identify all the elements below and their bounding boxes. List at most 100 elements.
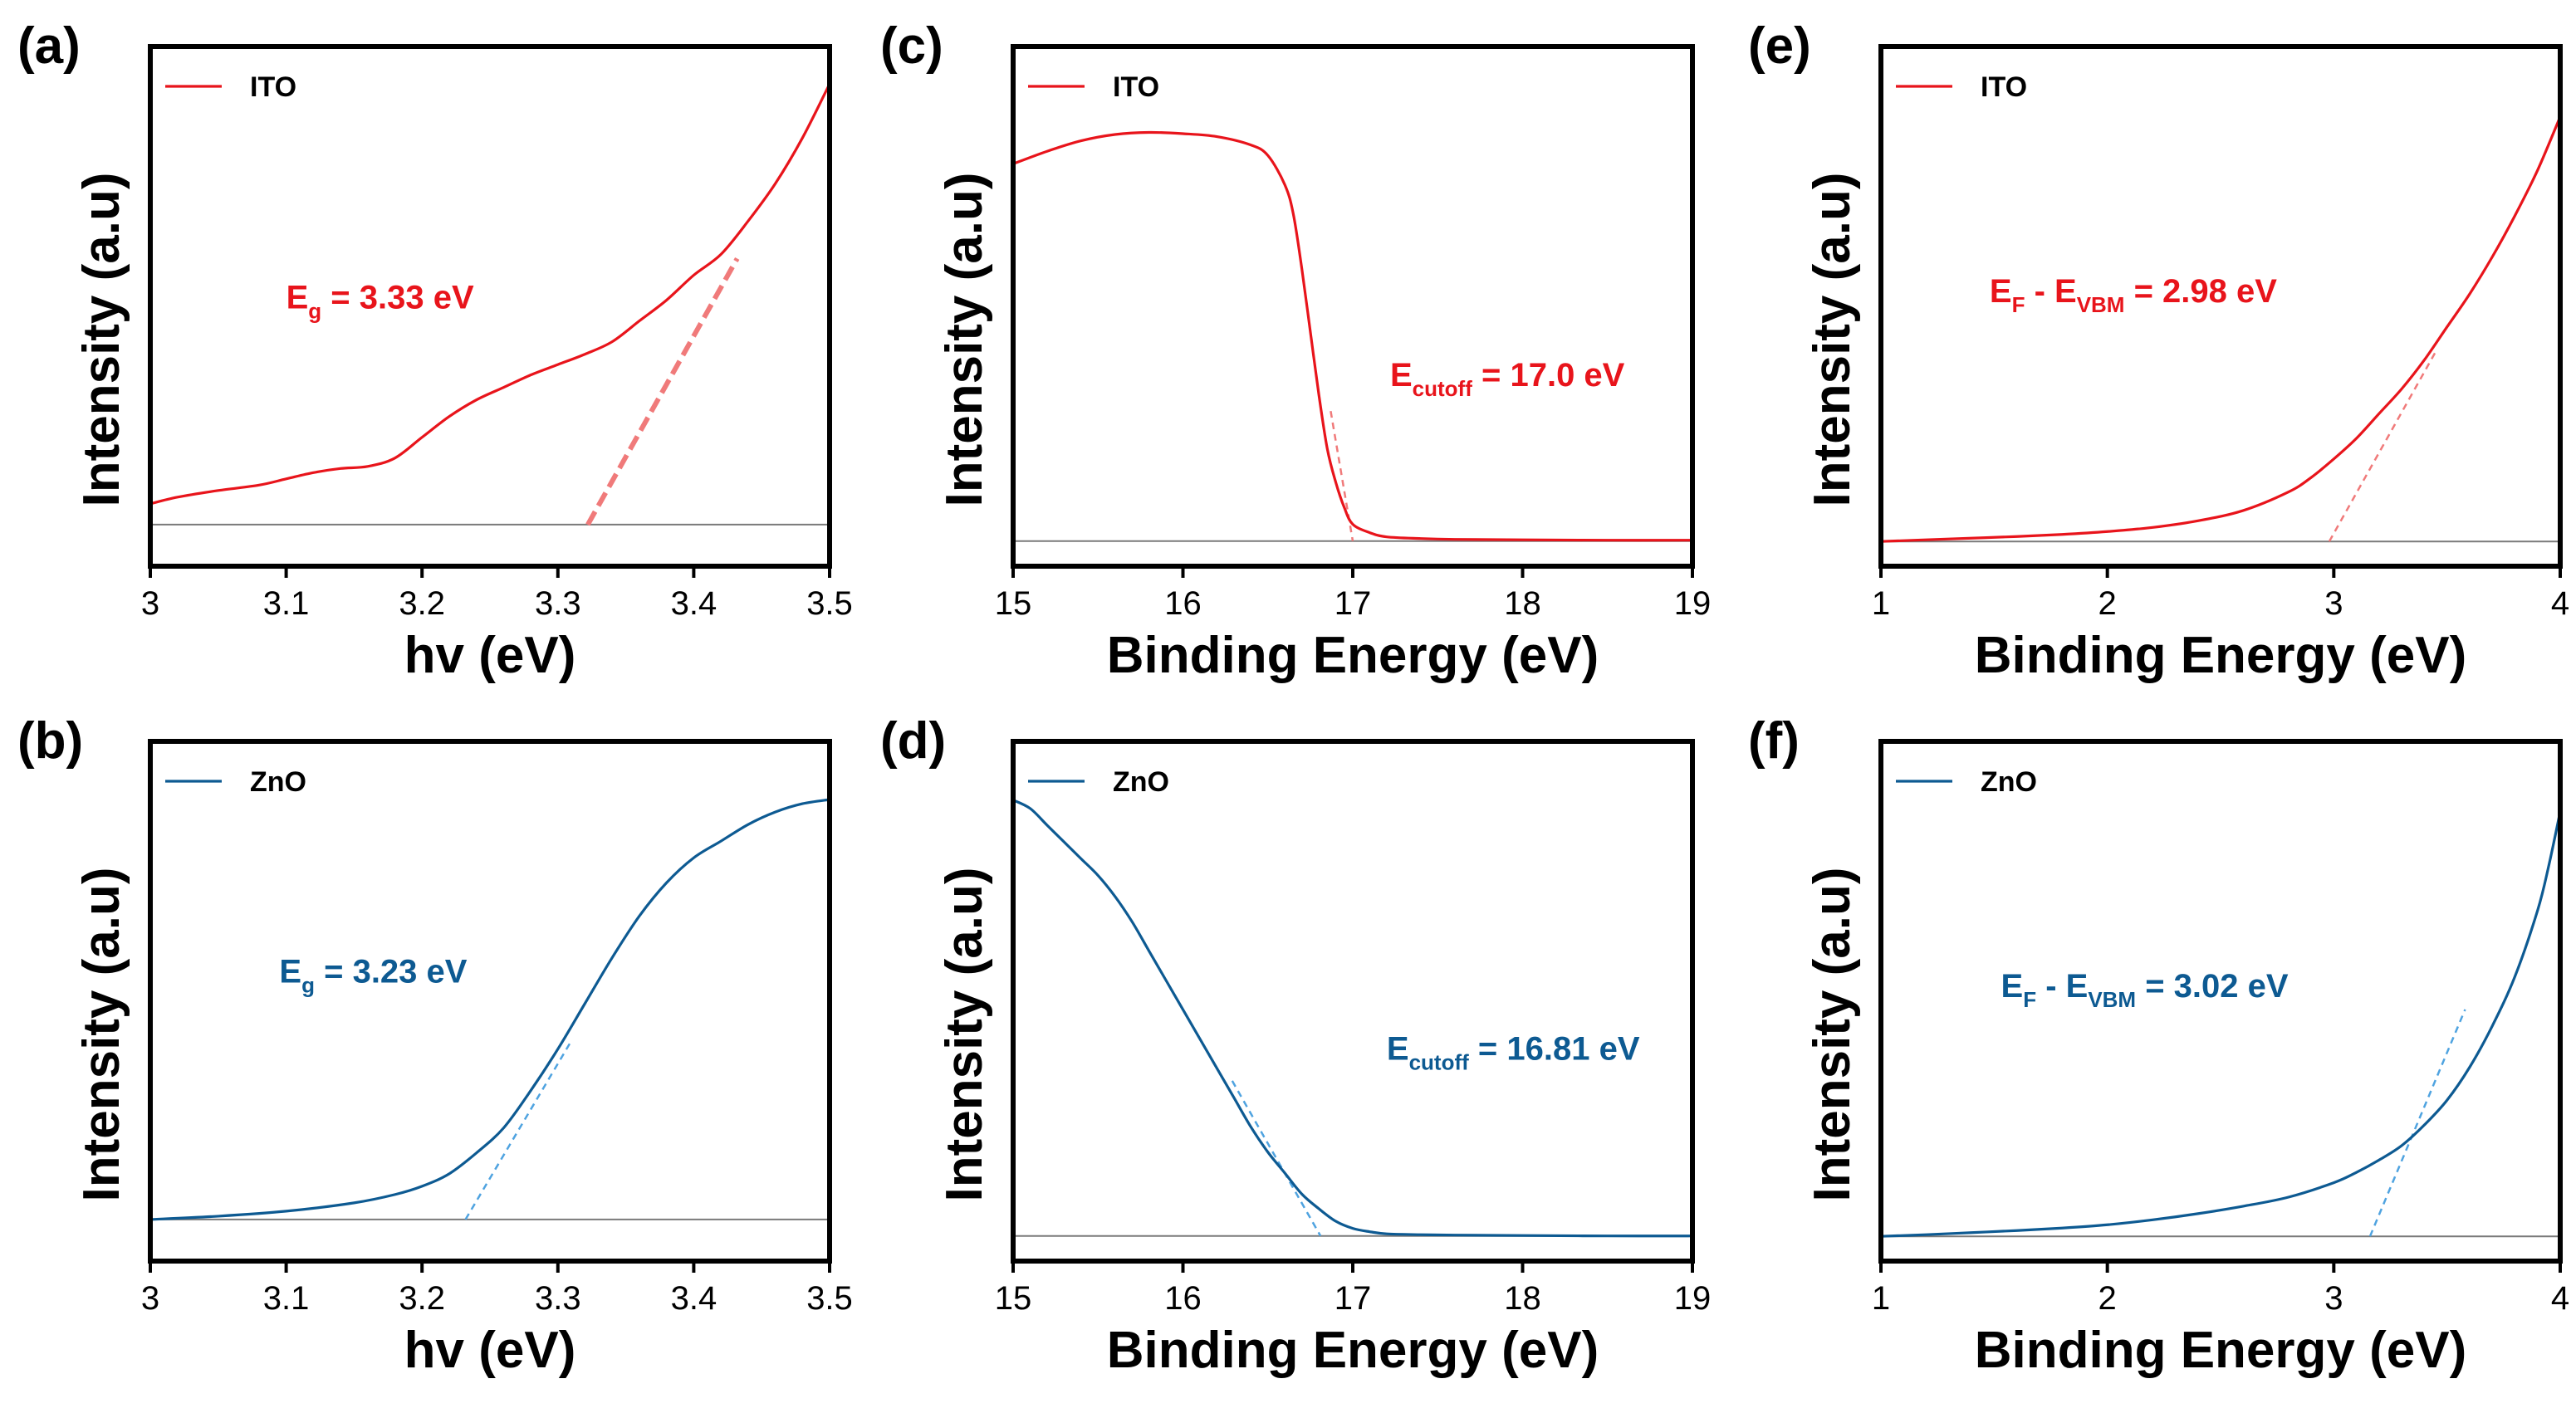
y-axis-title: Intensity (a.u)	[936, 172, 993, 506]
annotation-main: E	[2001, 968, 2024, 1005]
x-tick-label: 3	[2324, 1280, 2343, 1317]
annotation-sub: cutoff	[1413, 376, 1473, 401]
x-axis-title: hv (eV)	[404, 627, 576, 684]
x-axis-title: hv (eV)	[404, 1322, 576, 1379]
legend-label: ZnO	[1981, 766, 2037, 798]
y-axis-title: Intensity (a.u)	[73, 172, 130, 506]
series-line-ZnO	[1880, 811, 2562, 1238]
annotation-sub2: VBM	[2088, 987, 2136, 1012]
annotation-main: E	[1990, 273, 2012, 310]
panel-label: (d)	[880, 712, 946, 770]
annotation-sub: g	[301, 972, 315, 997]
y-axis-title: Intensity (a.u)	[1804, 867, 1861, 1201]
x-tick-label: 3.1	[263, 585, 310, 622]
x-tick-label: 16	[1164, 585, 1202, 622]
annotation-main: E	[1390, 357, 1413, 394]
x-axis-title: Binding Energy (eV)	[1107, 1322, 1599, 1379]
fit-line	[2328, 351, 2437, 542]
x-tick-label: 3	[141, 1280, 159, 1317]
series-line-ITO	[149, 83, 831, 506]
annotation-rest: = 2.98 eV	[2124, 273, 2277, 310]
x-tick-label: 2	[2099, 585, 2117, 622]
fit-line	[2368, 1009, 2466, 1237]
fit-line	[464, 1039, 573, 1220]
x-tick-label: 17	[1335, 585, 1372, 622]
y-axis-title: Intensity (a.u)	[1804, 172, 1861, 506]
panel-c: (c) 15 16 17 18 19 Binding Energy (eV) Intensit…	[880, 17, 1711, 684]
panel-a: (a) 3 3.1 3.2 3.3 3.4 3.5 hv (eV) Intensity (a.u…	[17, 17, 853, 684]
panel-label: (c)	[880, 17, 943, 75]
series-line-ITO	[1880, 115, 2562, 543]
x-tick-label: 18	[1504, 585, 1541, 622]
plot-frame	[1878, 739, 2563, 1264]
gap-annotation: Eg = 3.33 eV	[286, 280, 474, 324]
annotation-mid: - E	[2025, 273, 2076, 310]
x-tick-label: 3.5	[806, 1280, 853, 1317]
legend-label: ITO	[1113, 71, 1159, 103]
x-tick-label: 3.4	[671, 1280, 717, 1317]
x-tick-label: 15	[995, 585, 1032, 622]
fit-line	[1231, 1080, 1322, 1237]
plot-frame	[1878, 44, 2563, 569]
y-axis-title: Intensity (a.u)	[936, 867, 993, 1201]
x-axis-title: Binding Energy (eV)	[1107, 627, 1599, 684]
annotation-main: E	[286, 280, 309, 316]
x-tick-label: 17	[1335, 1280, 1372, 1317]
gap-annotation: EF - EVBM = 2.98 eV	[1990, 273, 2277, 317]
gap-annotation: Eg = 3.23 eV	[279, 953, 467, 997]
panel-b: (b) 3 3.1 3.2 3.3 3.4 3.5 hv (eV) Intensity (a.u…	[17, 712, 853, 1379]
annotation-rest: = 3.23 eV	[315, 953, 468, 990]
x-tick-label: 3.4	[671, 585, 717, 622]
x-tick-label: 4	[2551, 585, 2569, 622]
panel-d: (d) 15 16 17 18 19 Binding Energy (eV) Intensit…	[880, 712, 1711, 1379]
x-tick-label: 2	[2099, 1280, 2117, 1317]
annotation-sub2: VBM	[2077, 292, 2125, 317]
gap-annotation: EF - EVBM = 3.02 eV	[2001, 968, 2289, 1012]
annotation-sub: cutoff	[1409, 1050, 1470, 1075]
x-tick-label: 3.3	[535, 1280, 581, 1317]
annotation-sub: g	[308, 299, 321, 324]
legend-label: ZnO	[1113, 766, 1169, 798]
x-tick-label: 3.3	[535, 585, 581, 622]
y-axis-title: Intensity (a.u)	[73, 867, 130, 1201]
annotation-sub: F	[2012, 292, 2025, 317]
series-line-ZnO	[1012, 799, 1693, 1238]
plot-frame	[1011, 44, 1695, 569]
x-axis-title: Binding Energy (eV)	[1975, 1322, 2466, 1379]
annotation-main: E	[1387, 1031, 1409, 1068]
annotation-rest: = 3.02 eV	[2136, 968, 2289, 1005]
legend-label: ITO	[250, 71, 296, 103]
panel-f: (f) 1 2 3 4 Binding Energy (eV) Intensity (a.u…	[1748, 712, 2569, 1379]
x-tick-label: 19	[1674, 1280, 1712, 1317]
x-tick-label: 4	[2551, 1280, 2569, 1317]
annotation-rest: = 3.33 eV	[321, 280, 474, 316]
panel-e: (e) 1 2 3 4 Binding Energy (eV) Intensity (a.u…	[1748, 17, 2569, 684]
series-line-ITO	[1012, 130, 1693, 542]
legend-label: ZnO	[250, 766, 306, 798]
annotation-mid: - E	[2036, 968, 2088, 1005]
x-tick-label: 15	[995, 1280, 1032, 1317]
x-tick-label: 3.2	[399, 1280, 445, 1317]
series-line-ZnO	[149, 798, 830, 1221]
gap-annotation: Ecutoff = 16.81 eV	[1387, 1031, 1640, 1075]
x-tick-label: 3	[2324, 585, 2343, 622]
x-tick-label: 3	[141, 585, 159, 622]
fit-line	[585, 257, 740, 526]
annotation-rest: = 16.81 eV	[1469, 1031, 1640, 1068]
plot-frame	[148, 739, 832, 1264]
x-tick-label: 1	[1872, 1280, 1890, 1317]
x-tick-label: 3.2	[399, 585, 445, 622]
annotation-main: E	[279, 953, 301, 990]
x-tick-label: 3.5	[806, 585, 853, 622]
annotation-sub: F	[2023, 987, 2036, 1012]
panel-label: (b)	[17, 712, 83, 770]
legend-label: ITO	[1981, 71, 2027, 103]
annotation-rest: = 17.0 eV	[1472, 357, 1625, 394]
x-tick-label: 1	[1872, 585, 1890, 622]
x-tick-label: 3.1	[263, 1280, 310, 1317]
gap-annotation: Ecutoff = 17.0 eV	[1390, 357, 1625, 401]
x-tick-label: 18	[1504, 1280, 1541, 1317]
x-tick-label: 19	[1674, 585, 1712, 622]
plot-frame	[148, 44, 832, 569]
